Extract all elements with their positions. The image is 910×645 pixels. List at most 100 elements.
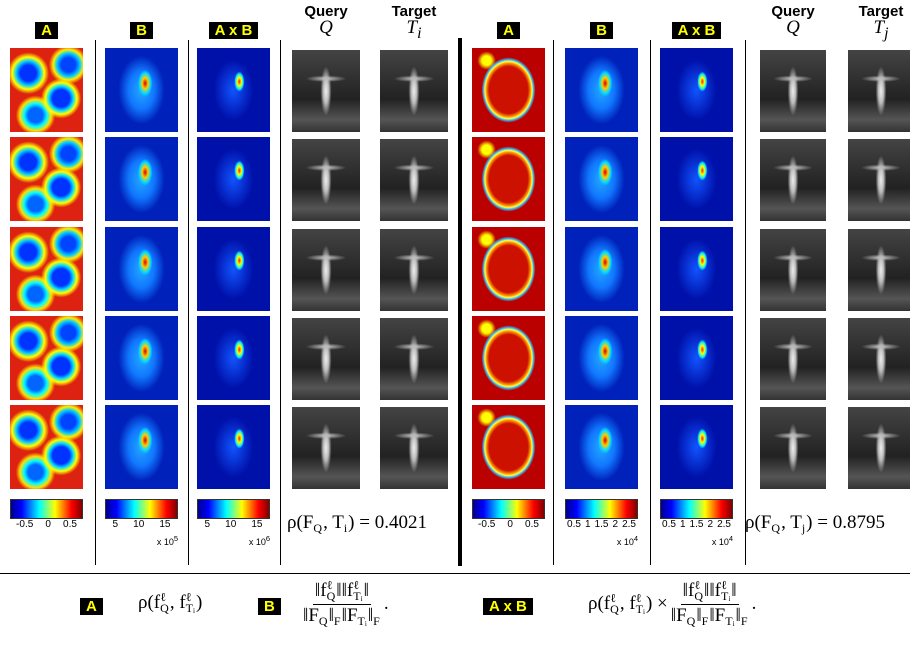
exponent-base: x 10 [617,537,634,547]
math-text: ‖F [671,605,687,627]
denominator: ‖F Q‖ F‖F Tᵢ‖ F [671,605,749,627]
heatmap [10,137,83,221]
colorbar-gradient [660,499,733,519]
math-text: . [384,593,389,615]
colorbar-tick-label: 1.5 [690,519,704,530]
legend-tag: B [258,598,281,616]
colorbar-gradient [565,499,638,519]
header-tag: A x B [209,22,259,39]
math-script: F [334,605,341,627]
heatmap [197,316,270,400]
photo [380,318,448,400]
photo [292,50,360,132]
heatmap [472,405,545,489]
heatmap [10,405,83,489]
colorbar-tick-label: 15 [251,519,262,530]
colorbar: -0.500.5 [472,499,545,530]
math-text: ‖F [709,605,725,627]
header-symbol: Q [750,20,836,36]
math-script: Q [687,605,696,627]
math-text: ‖ [364,580,369,602]
photo [380,229,448,311]
heatmap [660,227,733,311]
math-text: ‖F [303,605,319,627]
subscript: F [373,616,380,627]
column-header: TargetTi [370,4,458,42]
colorbar-exponent: x 104 [565,534,638,547]
exponent-base: x 10 [249,537,266,547]
heatmap [105,227,178,311]
subscript: Q [313,523,322,534]
photo [848,318,910,400]
correlation: ρ(F Q, T i) = 0.4021 [287,512,427,534]
math-text: ρ(f [138,592,160,614]
math-text: , f [620,593,636,615]
colorbar-gradient [472,499,545,519]
photo [380,407,448,489]
header-tag: A [497,22,520,39]
photo [848,407,910,489]
column-divider [188,40,189,565]
math-text: , T [323,512,344,534]
math-text: ‖f [683,580,695,602]
panel-divider [458,38,462,566]
heatmap [565,405,638,489]
subscript: F [334,616,341,627]
heatmap [105,316,178,400]
math-script: F [702,605,709,627]
colorbar-tick-label: 10 [133,519,144,530]
subscript: Tᵢ [186,603,195,614]
exponent-power: 4 [729,534,733,543]
column-divider [745,40,746,565]
math-text: ρ(F [745,512,771,534]
figure: Aρ(fℓQ, fℓTᵢ)B‖fℓQ‖‖fℓTᵢ‖‖F Q‖ F‖F Tᵢ‖ F… [0,0,910,645]
heatmap [472,48,545,132]
subscript: Q [327,591,336,602]
subscript: Tᵢ [636,604,645,615]
legend-tag: A x B [483,598,533,616]
heatmap [197,48,270,132]
colorbar-ticks: 0.511.522.5 [565,519,638,530]
heatmap [565,137,638,221]
math-script: j [802,512,805,534]
header-symbol: Ti [370,20,458,42]
heatmap [472,137,545,221]
colorbar-exponent: x 106 [197,534,270,547]
colorbar-gradient [105,499,178,519]
symbol: T [874,17,885,38]
subscript: F [702,616,709,627]
colorbar-exponent: x 105 [105,534,178,547]
colorbar-ticks: 0.511.522.5 [660,519,733,530]
colorbar-ticks: 51015 [197,519,270,530]
math-text: ) [196,592,202,614]
photo [848,229,910,311]
colorbar-tick-label: 2 [707,519,713,530]
math-text: , T [781,512,802,534]
math-script: i [344,512,347,534]
column-header: A x B [197,22,270,40]
exponent-base: x 10 [157,537,174,547]
math-script: Q [313,512,322,534]
subscript: j [802,523,805,534]
column-header: B [565,22,638,40]
heatmap [472,316,545,400]
heatmap [105,137,178,221]
math-text: ) = 0.8795 [806,512,885,534]
column-header: A x B [660,22,733,40]
math-script: Q [771,512,780,534]
math-text: , f [170,592,186,614]
column-divider [280,40,281,565]
exponent-power: 4 [634,534,638,543]
heatmap [565,316,638,400]
math-text: ) × [646,593,668,615]
colorbar-tick-label: 1 [585,519,591,530]
heatmap [197,227,270,311]
colorbar-tick-label: 2 [612,519,618,530]
math-text: ρ(f [588,593,610,615]
colorbar-ticks: -0.500.5 [10,519,83,530]
